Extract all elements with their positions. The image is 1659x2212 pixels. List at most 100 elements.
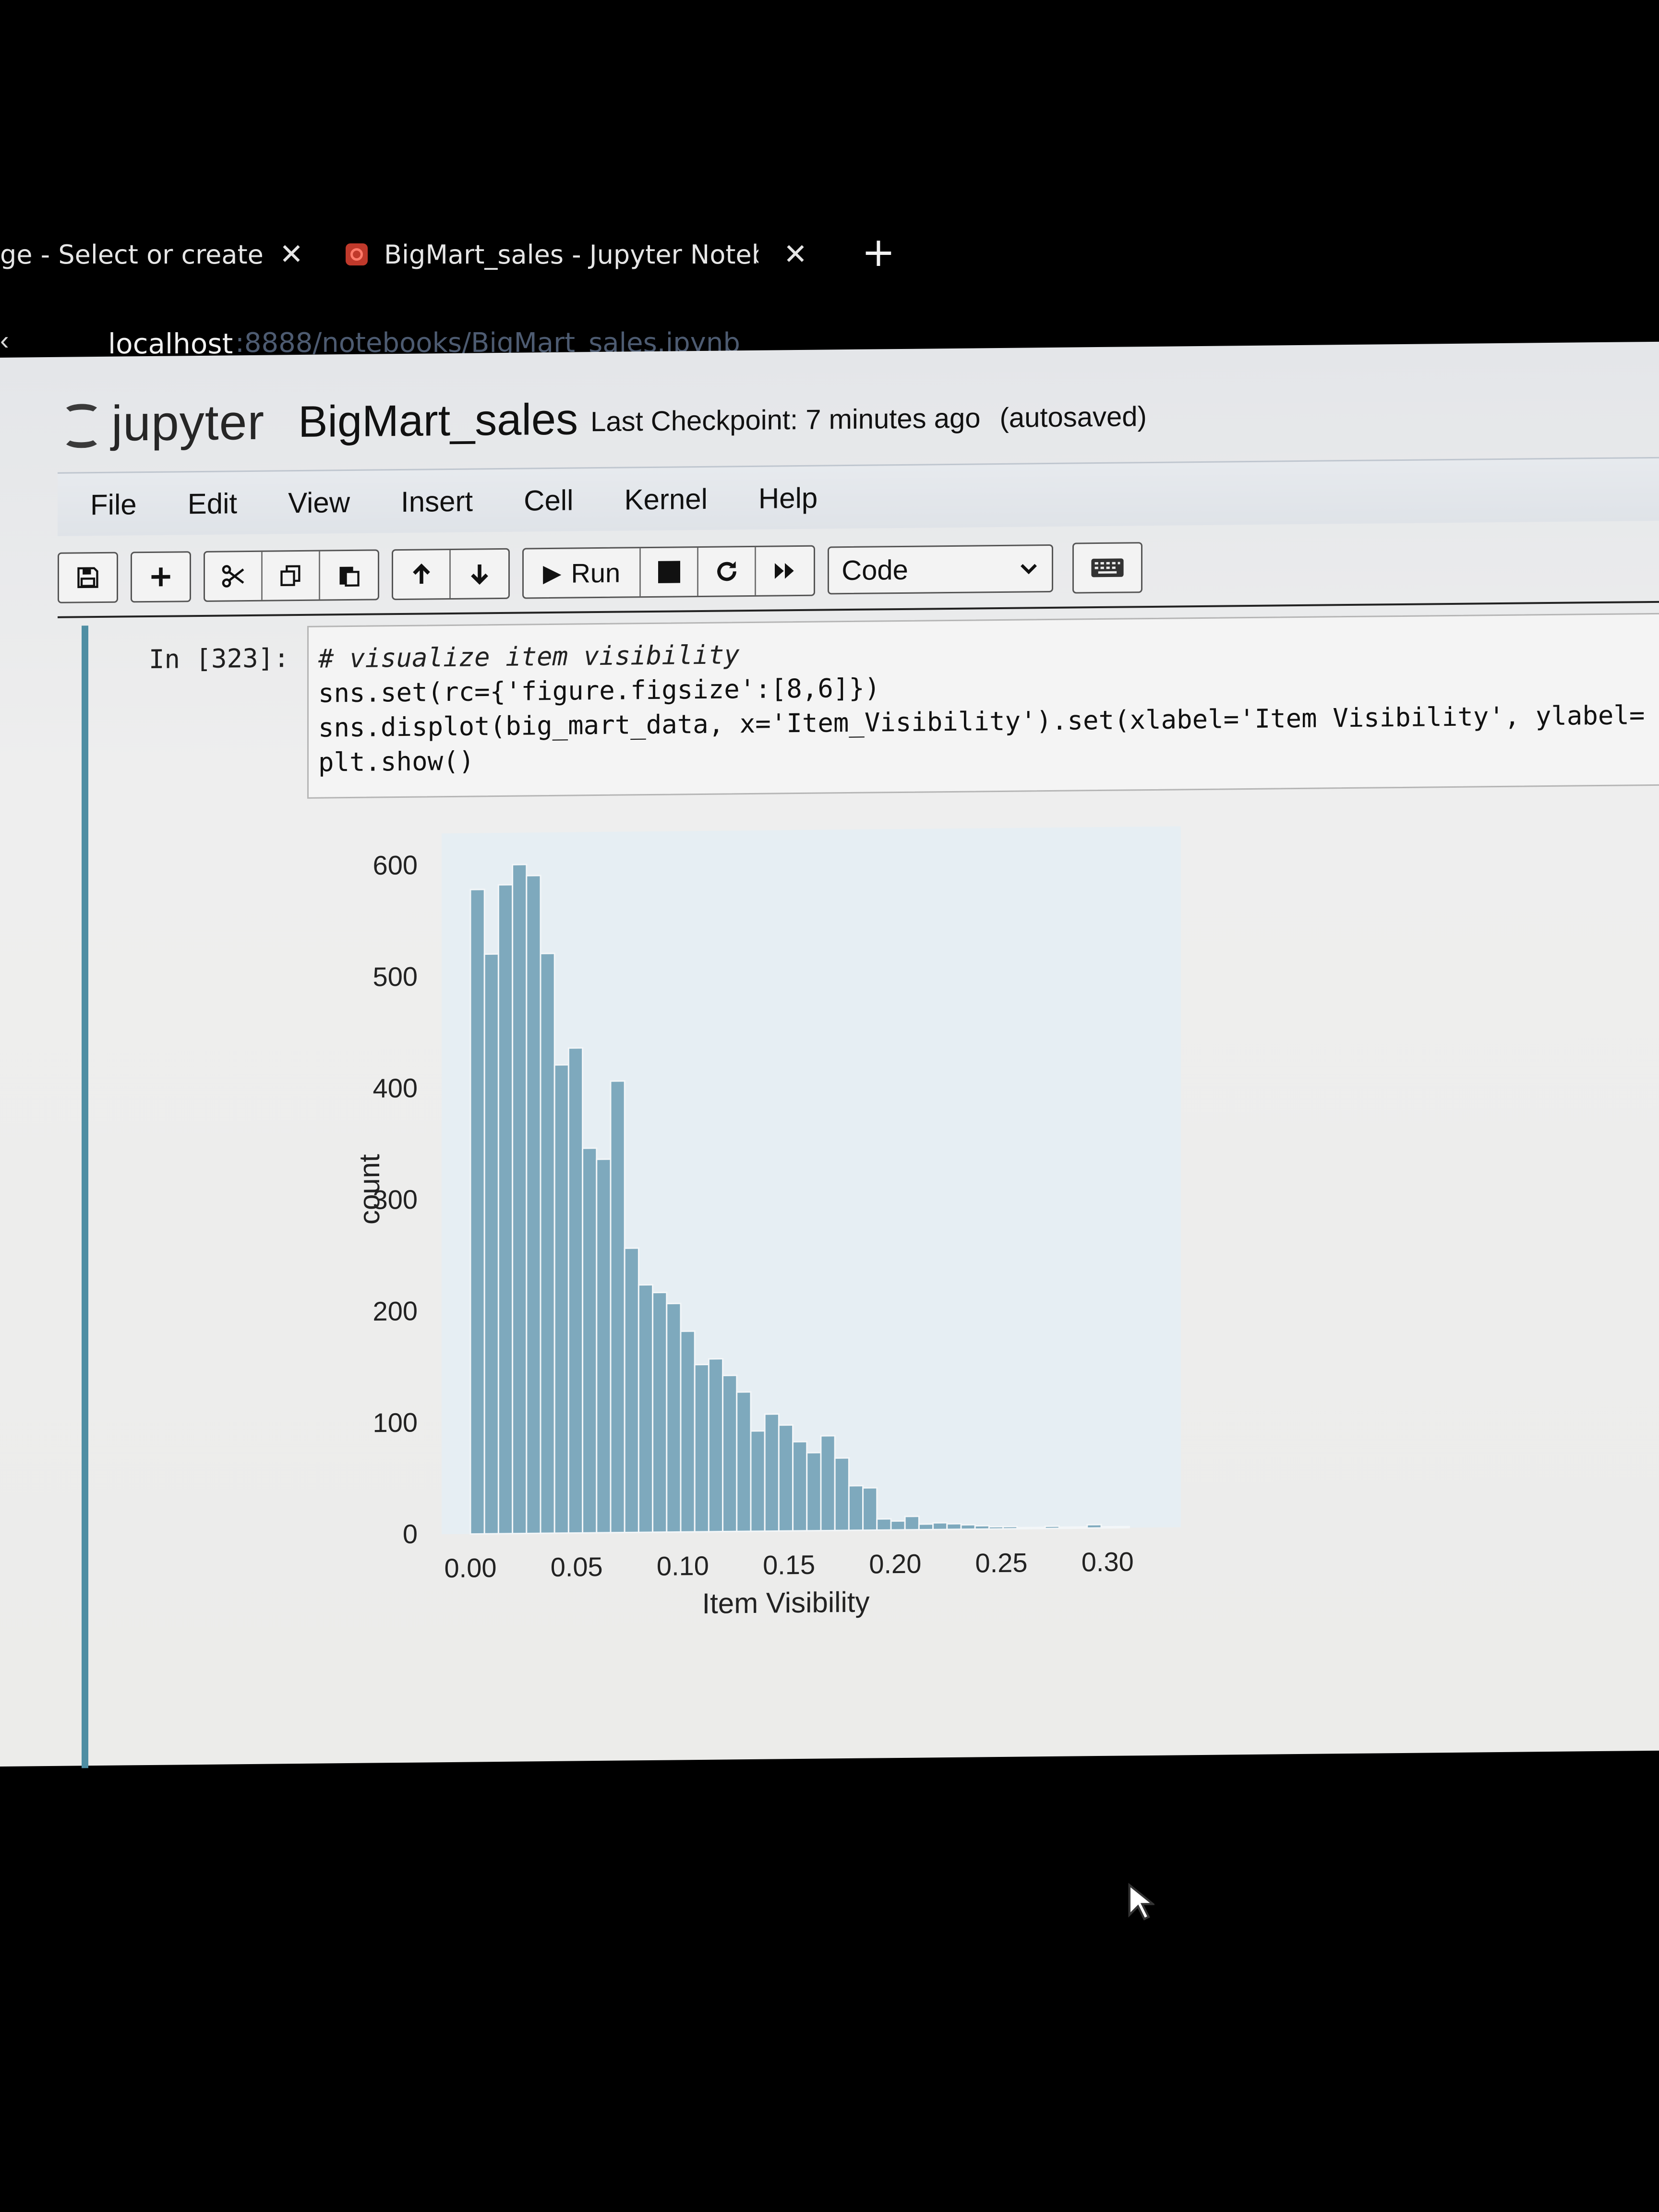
copy-icon	[280, 565, 300, 587]
histogram-bar	[932, 1522, 948, 1530]
y-tick-label: 500	[373, 961, 418, 992]
histogram-bar	[806, 1452, 822, 1532]
browser-tab-bar: ge - Select or create a ✕ BigMart_sales …	[0, 211, 1659, 298]
insert-cell-button[interactable]	[132, 553, 190, 601]
histogram-bar	[974, 1525, 990, 1530]
histogram-bar	[1044, 1525, 1060, 1529]
x-tick-label: 0.00	[445, 1552, 497, 1583]
chevron-down-icon	[1021, 564, 1037, 575]
histogram-bar	[680, 1330, 696, 1533]
y-tick-label: 300	[373, 1184, 418, 1215]
histogram-bar	[862, 1487, 878, 1531]
run-button[interactable]: ▶ Run	[524, 548, 641, 598]
x-tick-label: 0.10	[657, 1551, 709, 1581]
menu-insert[interactable]: Insert	[401, 485, 473, 518]
notebook-name[interactable]: BigMart_sales	[298, 394, 578, 446]
histogram-bar	[764, 1413, 780, 1532]
histogram-bar	[708, 1358, 724, 1533]
histogram-bar	[526, 875, 541, 1534]
notebook-toolbar: ▶ Run Code	[58, 539, 1143, 607]
histogram-bar	[918, 1523, 934, 1531]
new-tab-button[interactable]: +	[861, 228, 896, 276]
move-up-button[interactable]	[393, 550, 451, 599]
browser-tab-2[interactable]: BigMart_sales - Jupyter Notebo	[346, 230, 758, 278]
y-tick-label: 400	[373, 1073, 418, 1104]
histogram-bar	[624, 1247, 639, 1534]
histogram-bar	[497, 884, 514, 1535]
y-tick-label: 600	[373, 850, 418, 880]
histogram-bar	[512, 864, 528, 1535]
histogram-svg: 0 100 200 300 400 500 600 0.00 0.05 0.10 0.15 0.20 0…	[353, 826, 1181, 1620]
histogram-bar	[1016, 1527, 1032, 1530]
paste-button[interactable]	[320, 551, 378, 599]
close-tab-icon[interactable]: ✕	[783, 238, 808, 271]
histogram-bar	[1030, 1527, 1046, 1529]
restart-icon	[717, 561, 736, 581]
histogram-bar	[820, 1435, 836, 1532]
x-tick-label: 0.30	[1082, 1546, 1134, 1577]
cell-type-value: Code	[842, 554, 908, 586]
menu-view[interactable]: View	[288, 486, 350, 519]
histogram-bar	[1086, 1524, 1102, 1529]
histogram-bar	[1114, 1526, 1130, 1529]
tab-title: BigMart_sales - Jupyter Notebo	[384, 239, 758, 270]
y-tick-label: 100	[373, 1407, 418, 1438]
histogram-bar	[946, 1523, 962, 1530]
histogram-bar	[1100, 1526, 1116, 1529]
close-tab-icon[interactable]: ✕	[279, 238, 304, 271]
histogram-bar	[960, 1524, 976, 1530]
save-button[interactable]	[59, 553, 117, 602]
cell-type-select[interactable]: Code	[828, 544, 1054, 595]
back-arrow-icon[interactable]: ‹	[0, 325, 9, 355]
histogram-bar	[778, 1424, 794, 1532]
autosave-status: (autosaved)	[999, 400, 1147, 433]
menu-cell[interactable]: Cell	[524, 484, 574, 517]
histogram-bar	[722, 1374, 738, 1533]
y-axis-label: count	[353, 1154, 385, 1225]
command-palette-button[interactable]	[1072, 542, 1143, 594]
save-icon	[77, 567, 98, 589]
copy-button[interactable]	[263, 551, 320, 600]
menu-file[interactable]: File	[90, 488, 137, 521]
histogram-bar	[1058, 1526, 1074, 1529]
jupyter-logo-icon[interactable]	[58, 395, 106, 453]
x-axis-label: Item Visibility	[702, 1586, 870, 1620]
move-down-button[interactable]	[451, 550, 508, 598]
paste-icon	[339, 566, 360, 587]
jupyter-logo-text[interactable]: jupyter	[111, 394, 265, 452]
cut-icon	[222, 565, 244, 588]
x-tick-label: 0.05	[551, 1551, 603, 1582]
histogram-bar	[792, 1441, 808, 1532]
restart-button[interactable]	[698, 547, 757, 596]
cut-button[interactable]	[205, 552, 263, 601]
checkpoint-status: Last Checkpoint: 7 minutes ago	[590, 402, 981, 437]
histogram-bar	[652, 1291, 668, 1533]
histogram-bar	[567, 1047, 584, 1534]
move-up-icon	[412, 563, 430, 584]
menu-help[interactable]: Help	[758, 481, 818, 515]
keyboard-icon	[1091, 558, 1124, 577]
menu-edit[interactable]: Edit	[187, 487, 238, 520]
stop-icon	[658, 561, 680, 583]
tab-title: ge - Select or create a	[0, 239, 269, 270]
histogram-bar	[483, 953, 499, 1535]
x-tick-label: 0.25	[975, 1547, 1028, 1578]
histogram-bar	[1072, 1526, 1088, 1529]
menu-bar: File Edit View Insert Cell Kernel Help	[58, 457, 1659, 536]
restart-run-all-button[interactable]	[756, 547, 814, 595]
histogram-bar	[848, 1485, 864, 1531]
jupyter-favicon-icon	[346, 243, 368, 265]
selected-cell-indicator	[82, 625, 88, 1768]
histogram-bar	[876, 1518, 892, 1531]
histogram-bar	[694, 1363, 709, 1533]
play-icon: ▶	[543, 559, 562, 587]
notebook-header: jupyter BigMart_sales Last Checkpoint: 7…	[58, 380, 1147, 458]
cell-prompt: In [323]:	[149, 643, 289, 675]
code-input[interactable]: # visualize item visibility sns.set(rc={…	[307, 613, 1659, 799]
interrupt-button[interactable]	[641, 548, 699, 597]
menu-kernel[interactable]: Kernel	[624, 482, 708, 516]
histogram-bar	[834, 1457, 850, 1531]
histogram-bar	[596, 1158, 612, 1534]
browser-tab-1[interactable]: ge - Select or create a	[0, 230, 269, 278]
x-tick-label: 0.15	[763, 1550, 815, 1580]
